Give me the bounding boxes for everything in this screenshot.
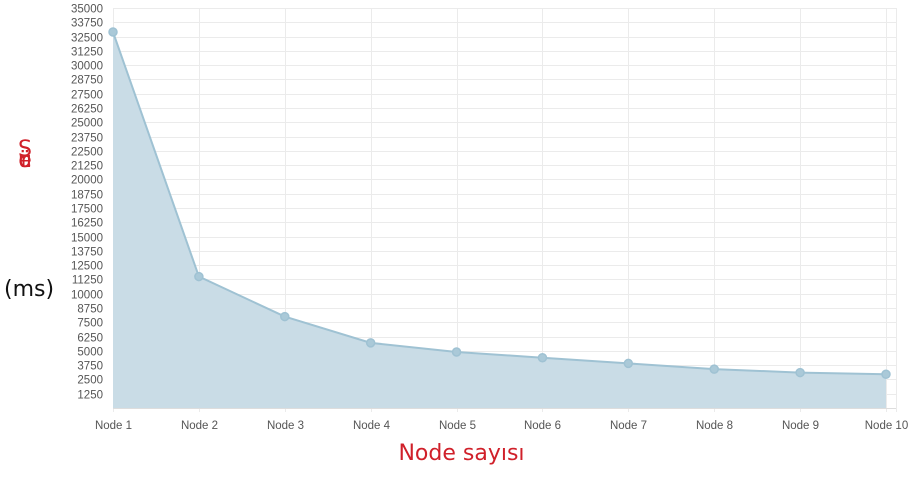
data-point xyxy=(108,27,118,37)
y-tick-label: 13750 xyxy=(71,247,103,259)
y-tick-label: 28750 xyxy=(71,75,103,87)
y-tick-label: 2500 xyxy=(77,375,103,387)
series-line xyxy=(112,31,887,376)
y-tick-label: 17500 xyxy=(71,204,103,216)
x-axis-label: Node sayısı xyxy=(398,441,525,466)
x-tick-label: Node 5 xyxy=(439,420,476,432)
y-tick-label: 31250 xyxy=(71,47,103,59)
y-tick-label: 20000 xyxy=(71,175,103,187)
y-tick-label: 16250 xyxy=(71,218,103,230)
series-area xyxy=(113,32,886,408)
data-point xyxy=(881,369,891,380)
y-tick-label: 35000 xyxy=(71,4,103,16)
area-layer xyxy=(112,31,887,408)
y-tick-label: 12500 xyxy=(71,261,103,273)
y-axis-label-letter: e xyxy=(18,148,32,173)
y-tick-label: 3750 xyxy=(77,361,103,373)
data-point xyxy=(280,311,290,322)
data-point xyxy=(623,358,634,369)
y-tick-label: 15000 xyxy=(71,233,103,245)
data-point xyxy=(537,352,548,363)
x-tick-label: Node 1 xyxy=(95,420,132,432)
y-tick-label: 11250 xyxy=(72,275,103,287)
x-tick-label: Node 7 xyxy=(610,420,647,432)
y-tick-label: 18750 xyxy=(71,190,103,202)
y-tick-label: 21250 xyxy=(71,161,103,173)
y-axis-label-letter: ü xyxy=(18,148,32,173)
y-axis-label-letter: r xyxy=(20,148,30,173)
y-tick-label: 33750 xyxy=(71,18,103,30)
data-point xyxy=(194,271,204,282)
y-tick-label: 10000 xyxy=(71,290,103,302)
data-point xyxy=(795,367,805,378)
x-tick-label: Node 3 xyxy=(267,420,304,432)
x-tick-label: Node 9 xyxy=(782,420,819,432)
y-tick-label: 6250 xyxy=(77,333,103,345)
y-tick-label: 23750 xyxy=(71,133,103,145)
x-tick-label: Node 10 xyxy=(865,420,908,432)
y-tick-label: 1250 xyxy=(77,390,103,402)
x-tick-label: Node 8 xyxy=(696,420,733,432)
y-tick-label: 30000 xyxy=(71,61,103,73)
data-point xyxy=(365,338,376,348)
data-point xyxy=(709,364,719,374)
axis-layer: 1250 2500 3750 5000 6250 7500 8750 10000 11250 12… xyxy=(71,4,908,433)
y-tick-label: 27500 xyxy=(71,90,103,102)
y-axis-label-letter: S xyxy=(18,137,32,162)
y-tick-label: 26250 xyxy=(71,104,103,116)
x-tick-label: Node 2 xyxy=(181,420,218,432)
y-axis-unit-label: (ms) xyxy=(4,277,55,302)
x-tick-label: Node 6 xyxy=(524,420,561,432)
points-layer xyxy=(108,27,891,380)
y-tick-label: 25000 xyxy=(71,118,103,130)
data-point xyxy=(451,347,462,357)
y-tick-label: 5000 xyxy=(77,347,103,359)
y-tick-label: 7500 xyxy=(77,318,103,330)
y-tick-label: 8750 xyxy=(77,304,103,316)
y-tick-label: 32500 xyxy=(71,33,103,45)
y-tick-label: 22500 xyxy=(71,147,103,159)
x-tick-label: Node 4 xyxy=(353,420,391,432)
